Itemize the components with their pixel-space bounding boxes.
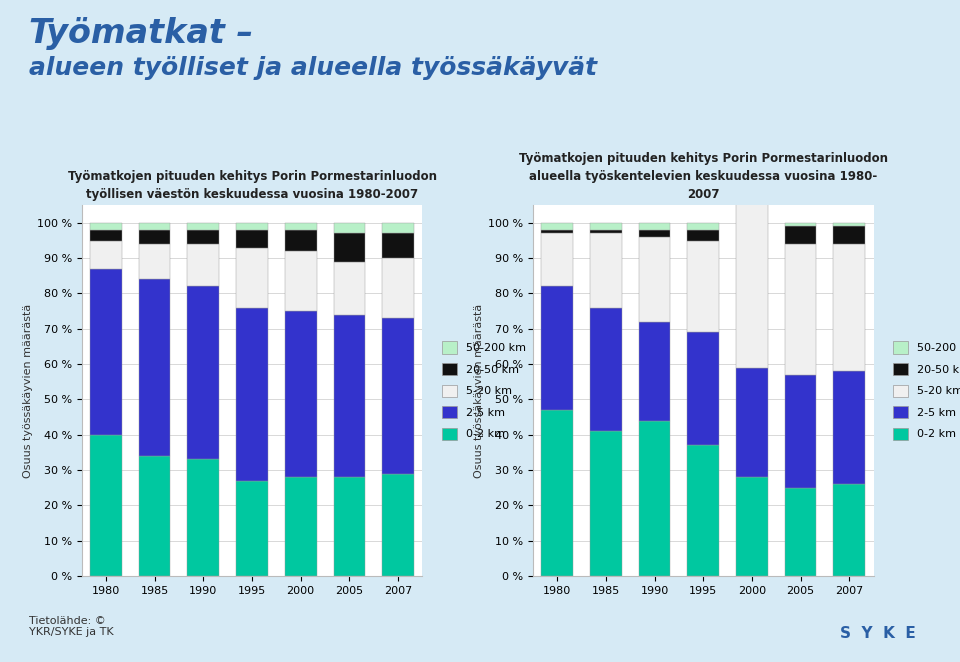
Bar <box>236 248 268 308</box>
Y-axis label: Osuus työssäkäyvien määrästä: Osuus työssäkäyvien määrästä <box>23 303 33 478</box>
Text: S  Y  K  E: S Y K E <box>840 626 916 641</box>
Bar <box>382 258 414 318</box>
Bar <box>139 456 171 576</box>
Bar <box>333 314 365 477</box>
Bar <box>833 371 865 484</box>
Bar <box>285 251 317 311</box>
Bar <box>90 269 122 435</box>
Bar <box>236 230 268 248</box>
Bar <box>687 446 719 576</box>
Bar <box>382 318 414 473</box>
Bar <box>687 223 719 230</box>
Title: Työmatkojen pituuden kehitys Porin Pormestarinluodon
työllisen väestön keskuudes: Työmatkojen pituuden kehitys Porin Porme… <box>67 170 437 201</box>
Bar <box>541 287 573 410</box>
Bar <box>333 261 365 314</box>
Bar <box>382 234 414 258</box>
Bar <box>736 202 768 367</box>
Bar <box>638 230 670 237</box>
Bar <box>541 230 573 234</box>
Y-axis label: Osuus työssäkäyvien määrästä: Osuus työssäkäyvien määrästä <box>474 303 484 478</box>
Bar <box>236 308 268 481</box>
Bar <box>285 230 317 251</box>
Bar <box>541 234 573 287</box>
Bar <box>638 322 670 420</box>
Bar <box>590 230 622 234</box>
Bar <box>833 484 865 576</box>
Bar <box>187 287 219 459</box>
Bar <box>736 163 768 202</box>
Bar <box>333 223 365 234</box>
Bar <box>784 488 816 576</box>
Bar <box>784 244 816 375</box>
Bar <box>236 481 268 576</box>
Bar <box>382 473 414 576</box>
Bar <box>687 240 719 332</box>
Bar <box>687 332 719 446</box>
Bar <box>187 244 219 287</box>
Bar <box>90 435 122 576</box>
Bar <box>590 223 622 230</box>
Bar <box>541 223 573 230</box>
Bar <box>187 230 219 244</box>
Bar <box>736 367 768 477</box>
Bar <box>784 226 816 244</box>
Bar <box>285 223 317 230</box>
Bar <box>139 279 171 456</box>
Bar <box>784 223 816 226</box>
Bar <box>833 226 865 244</box>
Bar <box>590 234 622 308</box>
Bar <box>590 308 622 431</box>
Bar <box>187 459 219 576</box>
Title: Työmatkojen pituuden kehitys Porin Pormestarinluodon
alueella työskentelevien ke: Työmatkojen pituuden kehitys Porin Porme… <box>518 152 888 201</box>
Bar <box>139 230 171 244</box>
Bar <box>687 230 719 240</box>
Bar <box>736 152 768 163</box>
Legend: 50-200 km, 20-50 km, 5-20 km, 2-5 km, 0-2 km: 50-200 km, 20-50 km, 5-20 km, 2-5 km, 0-… <box>438 338 529 443</box>
Bar <box>736 477 768 576</box>
Bar <box>590 431 622 576</box>
Bar <box>638 237 670 322</box>
Bar <box>382 223 414 234</box>
Text: Työmatkat –: Työmatkat – <box>29 17 253 50</box>
Bar <box>541 410 573 576</box>
Bar <box>90 240 122 269</box>
Bar <box>833 223 865 226</box>
Bar <box>638 223 670 230</box>
Bar <box>333 477 365 576</box>
Legend: 50-200 km, 20-50 km, 5-20 km, 2-5 km, 0-2 km: 50-200 km, 20-50 km, 5-20 km, 2-5 km, 0-… <box>889 338 960 443</box>
Bar <box>833 244 865 371</box>
Bar <box>90 223 122 230</box>
Text: alueen työlliset ja alueella työssäkäyvät: alueen työlliset ja alueella työssäkäyvä… <box>29 56 597 80</box>
Bar <box>236 223 268 230</box>
Bar <box>90 230 122 240</box>
Bar <box>139 244 171 279</box>
Bar <box>638 420 670 576</box>
Bar <box>333 234 365 261</box>
Bar <box>187 223 219 230</box>
Bar <box>784 375 816 488</box>
Text: Tietolähde: ©
YKR/SYKE ja TK: Tietolähde: © YKR/SYKE ja TK <box>29 616 113 638</box>
Bar <box>285 477 317 576</box>
Bar <box>285 311 317 477</box>
Bar <box>139 223 171 230</box>
